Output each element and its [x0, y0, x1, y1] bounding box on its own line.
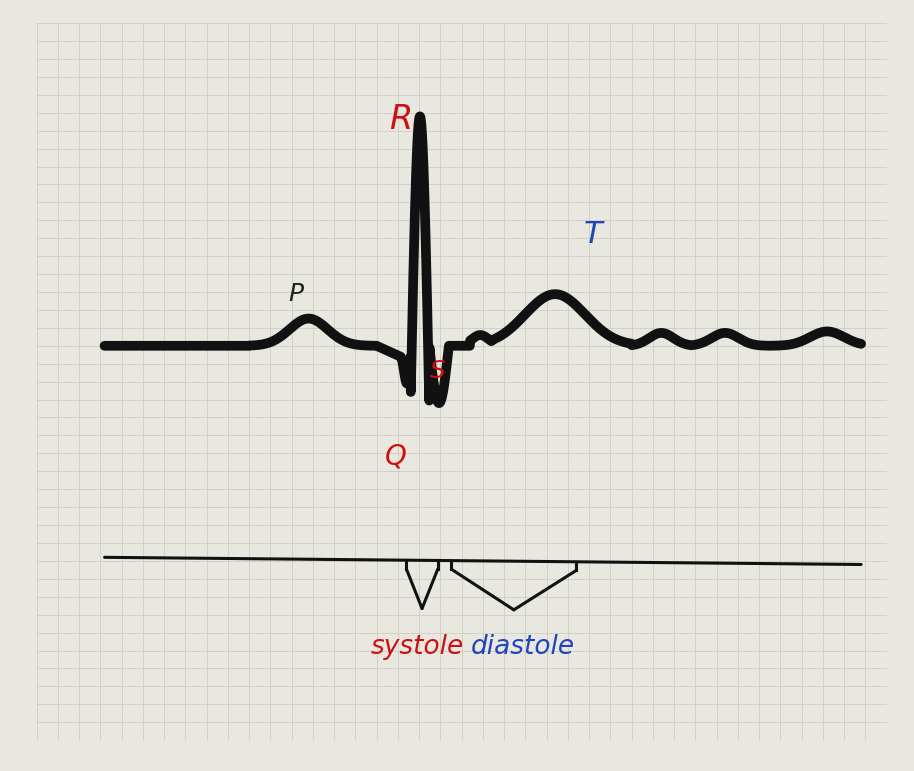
- Text: diastole: diastole: [471, 634, 574, 660]
- Text: T: T: [584, 221, 602, 249]
- Text: R: R: [388, 103, 412, 136]
- Text: Q: Q: [385, 443, 407, 471]
- Text: P: P: [288, 282, 303, 306]
- Text: systole: systole: [371, 634, 464, 660]
- Text: S: S: [430, 359, 446, 383]
